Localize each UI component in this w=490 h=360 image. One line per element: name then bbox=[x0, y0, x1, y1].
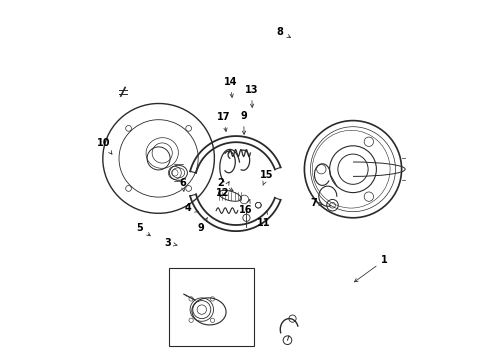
Text: 13: 13 bbox=[245, 85, 258, 107]
Text: 15: 15 bbox=[260, 170, 274, 185]
Text: 3: 3 bbox=[165, 238, 177, 248]
Text: 8: 8 bbox=[277, 27, 291, 37]
Text: 5: 5 bbox=[137, 223, 150, 236]
Text: 9: 9 bbox=[240, 111, 247, 134]
Text: 1: 1 bbox=[354, 255, 388, 282]
Bar bbox=[170, 268, 254, 346]
Text: 9: 9 bbox=[197, 218, 207, 233]
Text: 4: 4 bbox=[185, 203, 198, 213]
Text: 7: 7 bbox=[310, 198, 322, 208]
Text: 16: 16 bbox=[239, 199, 252, 215]
Text: 2: 2 bbox=[218, 178, 233, 191]
Text: 11: 11 bbox=[257, 211, 270, 228]
Text: 17: 17 bbox=[217, 112, 230, 131]
Text: 10: 10 bbox=[97, 138, 112, 154]
Text: 6: 6 bbox=[179, 178, 186, 191]
Text: 12: 12 bbox=[216, 182, 229, 198]
Text: 14: 14 bbox=[223, 77, 237, 98]
